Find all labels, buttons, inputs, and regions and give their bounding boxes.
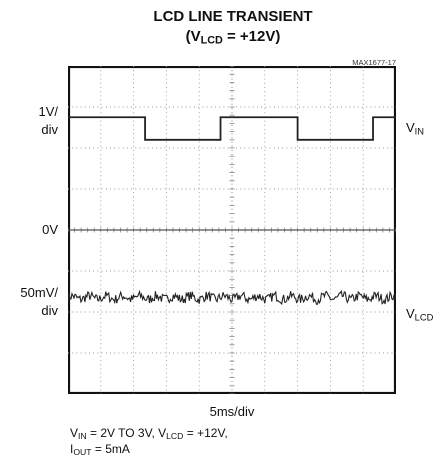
- x-axis-label: 5ms/div: [209, 404, 255, 419]
- caption-line-1: VIN = 2V TO 3V, VLCD = +12V,: [70, 426, 228, 442]
- left-label-top-scale-2: div: [41, 122, 58, 137]
- series-label-vin: VIN: [406, 120, 425, 137]
- vin-trace: [68, 116, 396, 141]
- oscilloscope-plot: [68, 66, 396, 394]
- left-label-zero: 0V: [42, 222, 58, 237]
- figure-reference-id: MAX1677-17: [352, 58, 396, 67]
- left-label-bottom-scale-2: div: [41, 303, 58, 318]
- left-label-bottom-scale-1: 50mV/: [20, 285, 58, 300]
- vlcd-trace: [68, 289, 396, 306]
- chart-subtitle: (VLCD = +12V): [185, 28, 281, 47]
- chart-title: LCD LINE TRANSIENT: [153, 8, 313, 25]
- caption-line-2: IOUT = 5mA: [70, 442, 130, 458]
- left-label-top-scale-1: 1V/: [38, 104, 58, 119]
- series-label-vlcd: VLCD: [406, 306, 434, 323]
